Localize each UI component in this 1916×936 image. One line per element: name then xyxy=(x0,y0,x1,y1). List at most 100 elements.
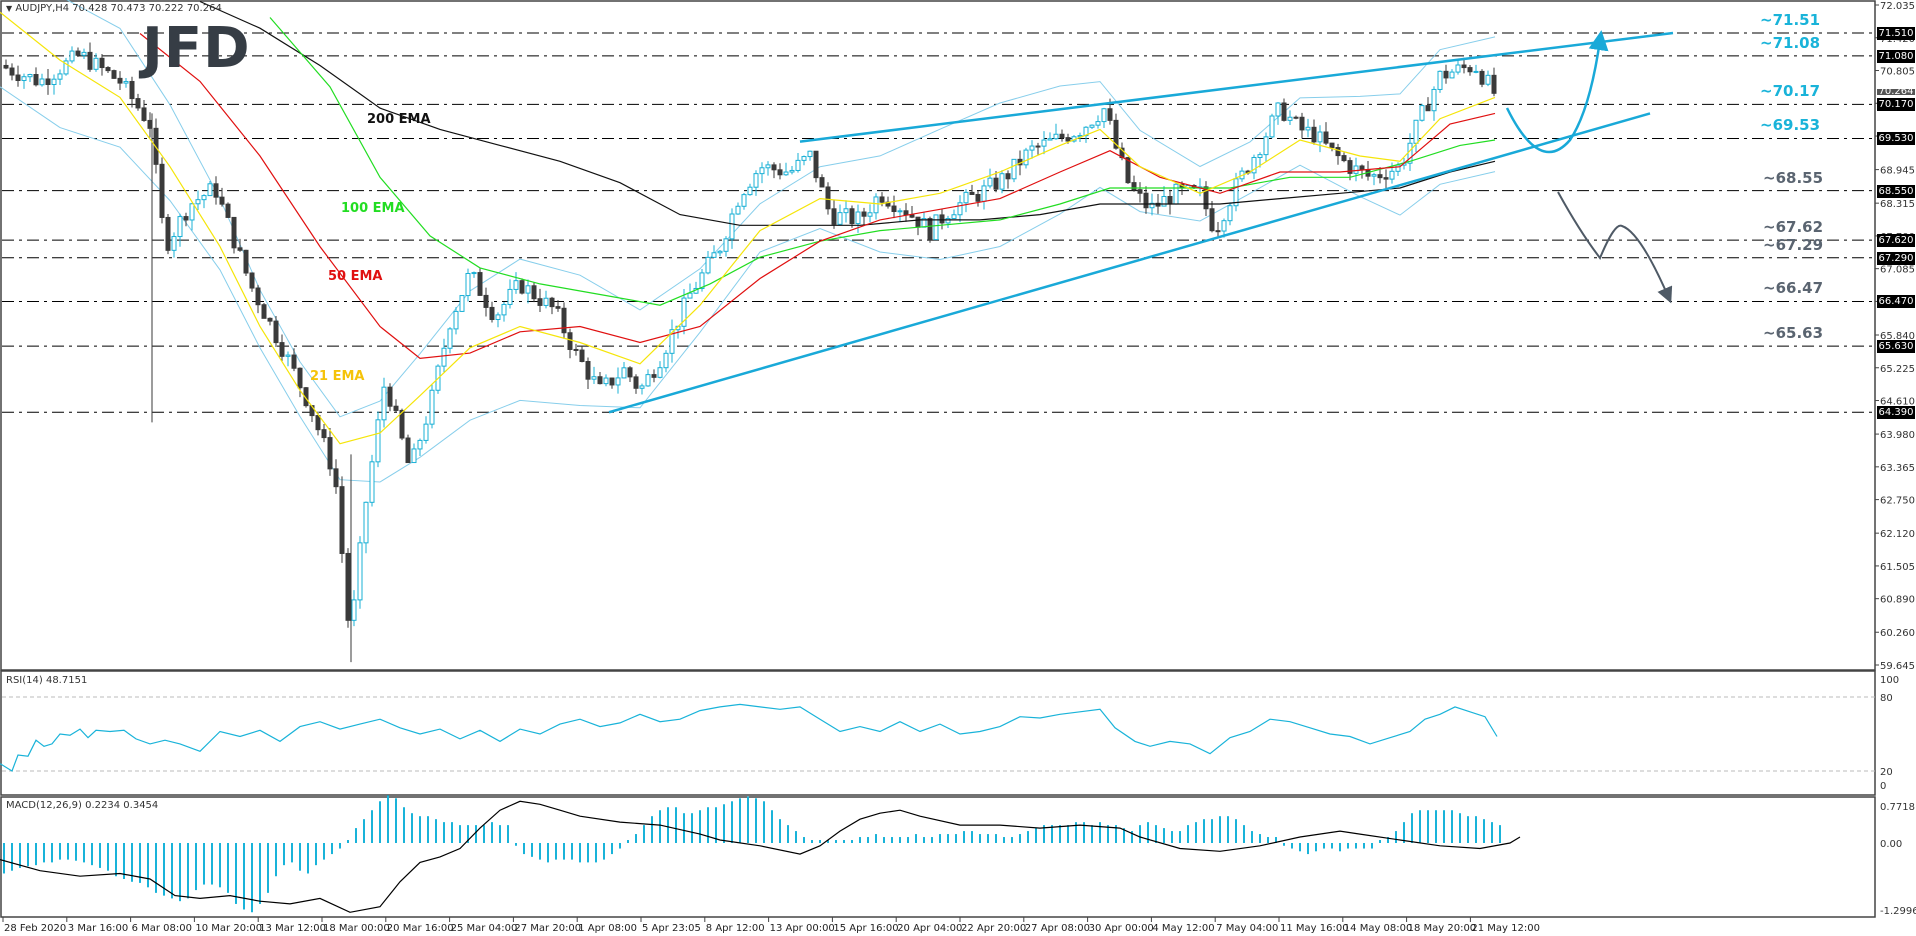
time-tick-label: 8 Apr 12:00 xyxy=(706,923,765,934)
candle-body xyxy=(1089,124,1095,128)
candle-body xyxy=(75,50,81,56)
ema100-line xyxy=(269,17,1496,306)
level-label: ~70.17 xyxy=(1760,82,1821,101)
candle-body xyxy=(1413,119,1419,144)
candle-body xyxy=(795,159,801,171)
ema-label: 21 EMA xyxy=(310,369,365,384)
level-price-tag: 70.170 xyxy=(1877,98,1915,112)
candle-body xyxy=(609,377,615,386)
candle-body xyxy=(1011,158,1017,180)
rsi-tick-label: 100 xyxy=(1880,675,1899,686)
scenario-arrows xyxy=(1505,30,1673,304)
candle-body xyxy=(369,461,375,503)
candle-body xyxy=(1125,157,1131,184)
candle-body xyxy=(993,177,999,190)
candle-body xyxy=(657,367,663,378)
trendlines[interactable] xyxy=(608,31,1674,414)
candle-body xyxy=(1293,116,1299,119)
candle-body xyxy=(1203,186,1209,210)
candle-body xyxy=(1065,137,1071,142)
time-tick-label: 11 May 16:00 xyxy=(1280,923,1349,934)
candle-body xyxy=(837,212,843,225)
candle-body xyxy=(783,171,789,176)
candle-body xyxy=(1059,133,1065,139)
candle-body xyxy=(957,202,963,216)
candle-body xyxy=(1467,67,1473,73)
candle-body xyxy=(123,80,129,84)
candle-body xyxy=(1035,145,1041,148)
candle-body xyxy=(1143,192,1149,209)
time-tick-label: 25 Mar 04:00 xyxy=(451,923,518,934)
candle-body xyxy=(351,599,357,621)
candle-body xyxy=(1221,220,1227,232)
dropdown-triangle-icon[interactable]: ▼ xyxy=(6,4,13,13)
candle-body xyxy=(1215,230,1221,233)
candle-body xyxy=(21,76,27,82)
time-tick-label: 4 May 12:00 xyxy=(1152,923,1214,934)
candle-body xyxy=(345,552,351,621)
candle-body xyxy=(501,303,507,316)
candle-body xyxy=(1311,126,1317,143)
candle-body xyxy=(375,419,381,463)
candle-body xyxy=(591,376,597,380)
rsi-panel: 100 80 20 0 xyxy=(0,675,1899,792)
level-price-tag: 71.080 xyxy=(1877,49,1915,63)
time-tick-label: 21 May 12:00 xyxy=(1471,923,1540,934)
bear-scenario-arrow-icon xyxy=(1557,191,1673,304)
candle-body xyxy=(1173,183,1179,205)
candle-body xyxy=(165,216,171,251)
symbol-ohlc: AUDJPY,H4 70.428 70.473 70.222 70.264 xyxy=(15,3,222,14)
jfd-logo: JFD xyxy=(142,16,251,81)
rsi-title: RSI(14) 48.7151 xyxy=(6,675,88,686)
candle-body xyxy=(135,98,141,109)
candle-body xyxy=(87,51,93,70)
level-label: ~67.62 xyxy=(1763,218,1824,237)
candle-body xyxy=(903,210,909,216)
candle-body xyxy=(339,486,345,554)
candle-body xyxy=(1149,202,1155,209)
candle-body xyxy=(441,347,447,367)
time-tick-label: 6 Mar 08:00 xyxy=(132,923,192,934)
time-tick-label: 13 Apr 00:00 xyxy=(770,923,835,934)
candle-body xyxy=(729,213,735,240)
candle-body xyxy=(975,193,981,202)
candle-body xyxy=(357,542,363,601)
price-tick-label: 65.840 xyxy=(1880,331,1915,342)
candle-body xyxy=(663,352,669,369)
ema21-line xyxy=(0,11,1496,445)
candle-body xyxy=(1299,116,1305,131)
candle-body xyxy=(891,205,897,213)
candle-body xyxy=(459,295,465,312)
candle-body xyxy=(393,405,399,411)
time-tick-label: 15 Apr 16:00 xyxy=(833,923,898,934)
candle-body xyxy=(579,349,585,362)
price-tick-label: 60.890 xyxy=(1880,595,1915,606)
candle-body xyxy=(237,247,243,251)
candle-body xyxy=(9,67,15,76)
candle-body xyxy=(681,297,687,327)
candle-body xyxy=(147,119,153,129)
level-price-tag: 65.630 xyxy=(1877,340,1915,354)
candle-body xyxy=(279,342,285,357)
candle-body xyxy=(363,501,369,544)
ema-lines xyxy=(0,0,1496,445)
candle-body xyxy=(723,238,729,252)
time-tick-label: 20 Apr 04:00 xyxy=(897,923,962,934)
candle-body xyxy=(627,367,633,378)
candle-body xyxy=(1263,136,1269,156)
candle-body xyxy=(495,314,501,320)
price-tick-label: 59.645 xyxy=(1880,661,1915,672)
candle-body xyxy=(543,297,549,306)
candle-body xyxy=(879,196,885,203)
candle-body xyxy=(777,169,783,176)
macd-tick-label: 0.7718 xyxy=(1880,802,1915,813)
candle-body xyxy=(807,150,813,158)
candle-body xyxy=(741,194,747,207)
candle-body xyxy=(873,196,879,214)
candle-body xyxy=(1491,74,1497,94)
candle-body xyxy=(267,317,273,322)
candle-body xyxy=(93,57,99,70)
candle-body xyxy=(1053,133,1059,140)
candle-body xyxy=(1227,205,1233,222)
